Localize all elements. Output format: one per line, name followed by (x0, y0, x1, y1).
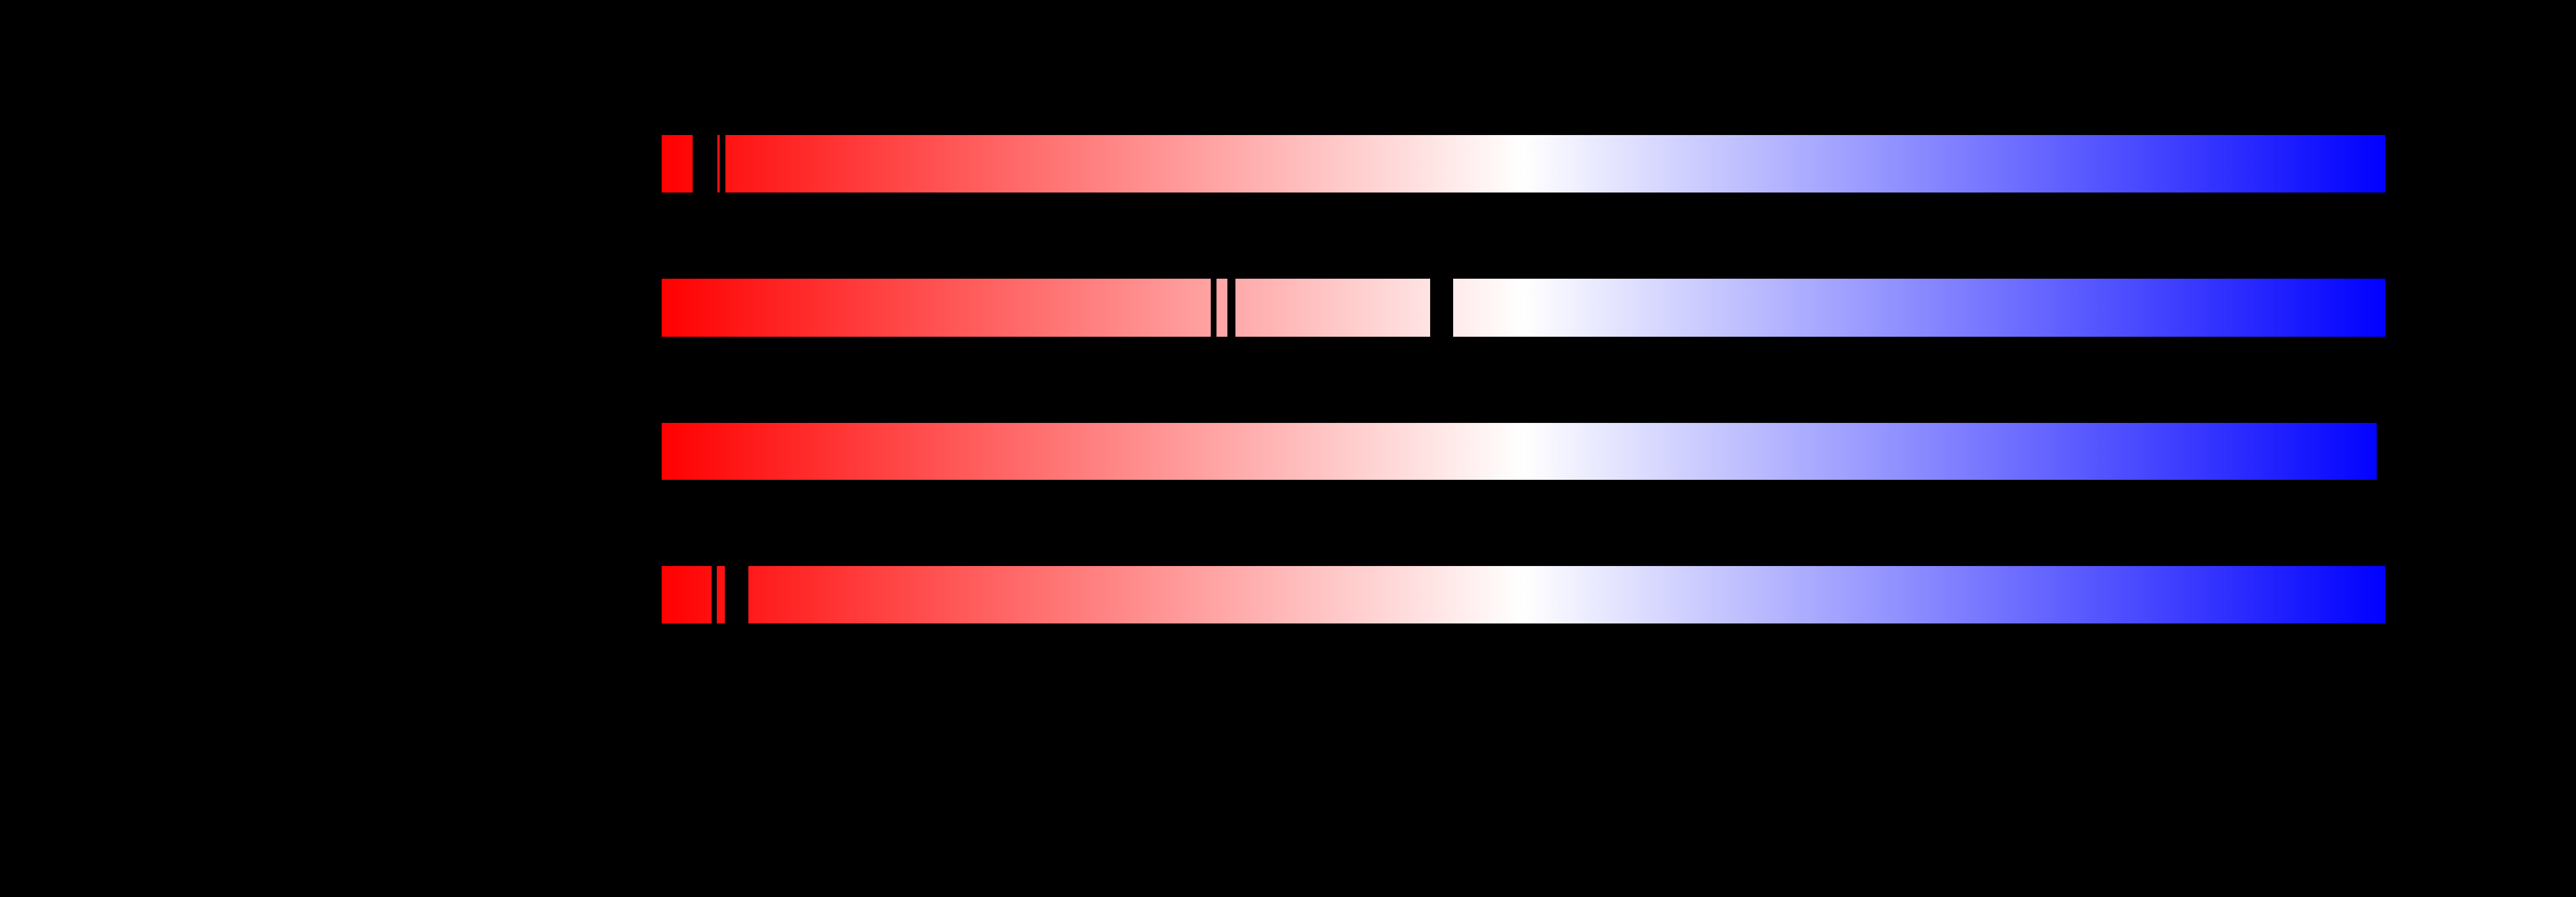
bar-4-gradient-strip (662, 566, 2385, 623)
bar-2-tick-gap-2 (1227, 279, 1235, 337)
bar-1-gradient-strip (662, 135, 2385, 193)
bar-1-tick-gap-1 (693, 135, 717, 193)
bar-4-tick-gap-1 (712, 566, 717, 623)
bar-4-tick-gap-2 (725, 566, 748, 623)
bar-1-tick-gap-2 (720, 135, 725, 193)
bar-2-tick-gap-1 (1211, 279, 1216, 337)
bar-2-gradient-strip (662, 279, 2385, 337)
bar-2-tick-gap-3 (1430, 279, 1453, 337)
bar-3-gradient-strip (662, 423, 2377, 480)
